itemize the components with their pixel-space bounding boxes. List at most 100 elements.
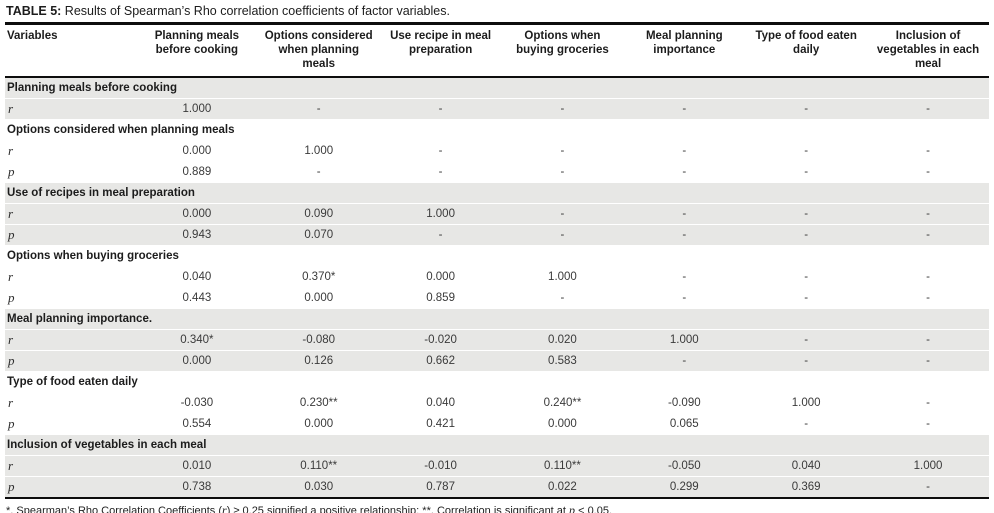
column-header: Options when buying groceries xyxy=(501,24,624,78)
row-label: p xyxy=(8,289,15,305)
section-header: Type of food eaten daily xyxy=(7,375,138,388)
value-cell: 0.040 xyxy=(426,396,455,409)
value-cell: - xyxy=(804,102,809,115)
value-cell: 0.126 xyxy=(304,354,334,367)
table-footnote: *, Spearman’s Rho Correlation Coefficien… xyxy=(6,503,989,513)
value-cell: -0.050 xyxy=(668,459,701,472)
section-row: Meal planning importance. xyxy=(5,308,989,330)
row-label: p xyxy=(8,352,15,368)
value-cell: - xyxy=(926,144,930,157)
value-cell: 0.230** xyxy=(299,396,338,409)
value-cell: - xyxy=(560,207,565,220)
table-row: p 0.554 0.000 0.421 0.000 0.065 - - xyxy=(5,413,989,435)
value-cell: - xyxy=(804,207,809,220)
table-title: TABLE 5: Results of Spearman’s Rho corre… xyxy=(5,3,989,22)
value-cell: - xyxy=(682,102,687,115)
section-header: Inclusion of vegetables in each meal xyxy=(7,438,207,451)
value-cell: 0.443 xyxy=(182,291,212,304)
value-cell: 0.090 xyxy=(304,207,334,220)
value-cell: 0.583 xyxy=(548,354,577,367)
table-row: r 0.040 0.370* 0.000 1.000 - - - xyxy=(5,266,989,288)
value-cell: 0.070 xyxy=(304,228,334,241)
value-cell: - xyxy=(438,102,443,115)
value-cell: - xyxy=(682,354,687,367)
value-cell: - xyxy=(804,228,809,241)
value-cell: - xyxy=(682,291,687,304)
table-caption: Results of Spearman’s Rho correlation co… xyxy=(61,4,450,18)
value-cell: - xyxy=(926,102,930,115)
value-cell: - xyxy=(438,165,443,178)
value-cell: 1.000 xyxy=(913,459,943,472)
value-cell: 0.340* xyxy=(180,333,214,346)
value-cell: -0.030 xyxy=(180,396,214,409)
footnote-variable: r xyxy=(222,502,227,513)
value-cell: 1.000 xyxy=(304,144,334,157)
value-cell: -0.080 xyxy=(302,333,336,346)
footnote-text: ) ≥ 0.25 signified a positive relationsh… xyxy=(226,504,570,513)
value-cell: - xyxy=(804,270,809,283)
table-row: p 0.738 0.030 0.787 0.022 0.299 0.369 - xyxy=(5,476,989,498)
value-cell: 0.943 xyxy=(182,228,212,241)
section-row: Options when buying groceries xyxy=(5,245,989,267)
value-cell: - xyxy=(926,228,930,241)
table-row: r -0.030 0.230** 0.040 0.240** -0.090 1.000 - xyxy=(5,392,989,414)
table-row: r 0.000 1.000 - - - - - xyxy=(5,140,989,162)
row-label: p xyxy=(8,226,15,242)
section-row: Type of food eaten daily xyxy=(5,371,989,393)
value-cell: - xyxy=(560,291,565,304)
section-header: Meal planning importance. xyxy=(7,312,153,325)
value-cell: 0.000 xyxy=(182,207,212,220)
value-cell: - xyxy=(804,144,809,157)
value-cell: 0.240** xyxy=(543,396,582,409)
table-row: p 0.443 0.000 0.859 - - - - xyxy=(5,287,989,309)
value-cell: 0.020 xyxy=(548,333,577,346)
value-cell: 0.110** xyxy=(300,459,338,472)
value-cell: 0.022 xyxy=(548,480,577,493)
value-cell: -0.020 xyxy=(424,333,457,346)
value-cell: 0.370* xyxy=(302,270,336,283)
value-cell: - xyxy=(438,228,443,241)
value-cell: - xyxy=(560,228,565,241)
row-label: r xyxy=(8,100,14,116)
value-cell: 0.299 xyxy=(669,480,699,493)
table-header: Variables Planning meals before cooking Op… xyxy=(5,24,989,78)
row-label: r xyxy=(8,457,14,473)
table-row: r 0.340* -0.080 -0.020 0.020 1.000 - - xyxy=(5,329,989,351)
value-cell: - xyxy=(316,165,321,178)
row-label: p xyxy=(8,163,15,179)
table-body: Planning meals before cooking r 1.000 - - - - -… xyxy=(5,76,989,498)
column-header: Planning meals before cooking xyxy=(135,24,258,78)
value-cell: - xyxy=(682,207,687,220)
column-header: Use recipe in meal preparation xyxy=(379,24,502,78)
value-cell: - xyxy=(926,207,930,220)
row-label: r xyxy=(8,394,14,410)
section-header: Options considered when planning meals xyxy=(7,123,235,136)
value-cell: 0.859 xyxy=(426,291,455,304)
value-cell: 0.421 xyxy=(426,417,455,430)
value-cell: - xyxy=(804,417,809,430)
value-cell: 0.000 xyxy=(426,270,455,283)
value-cell: - xyxy=(682,228,687,241)
table-row: p 0.000 0.126 0.662 0.583 - - - xyxy=(5,350,989,372)
value-cell: - xyxy=(804,291,809,304)
value-cell: - xyxy=(804,333,809,346)
value-cell: - xyxy=(926,333,930,346)
row-label: r xyxy=(8,142,14,158)
value-cell: 0.000 xyxy=(304,291,334,304)
value-cell: - xyxy=(926,396,930,409)
value-cell: -0.090 xyxy=(668,396,701,409)
value-cell: - xyxy=(560,102,565,115)
value-cell: 0.738 xyxy=(182,480,212,493)
value-cell: 0.040 xyxy=(791,459,821,472)
row-label: r xyxy=(8,268,14,284)
value-cell: 0.000 xyxy=(182,144,212,157)
value-cell: 0.369 xyxy=(791,480,821,493)
section-header: Planning meals before cooking xyxy=(7,81,177,94)
value-cell: - xyxy=(926,165,930,178)
correlation-table: Variables Planning meals before cooking Op… xyxy=(5,24,989,499)
value-cell: 0.787 xyxy=(426,480,455,493)
row-label: r xyxy=(8,331,14,347)
value-cell: 1.000 xyxy=(791,396,821,409)
value-cell: - xyxy=(926,417,930,430)
